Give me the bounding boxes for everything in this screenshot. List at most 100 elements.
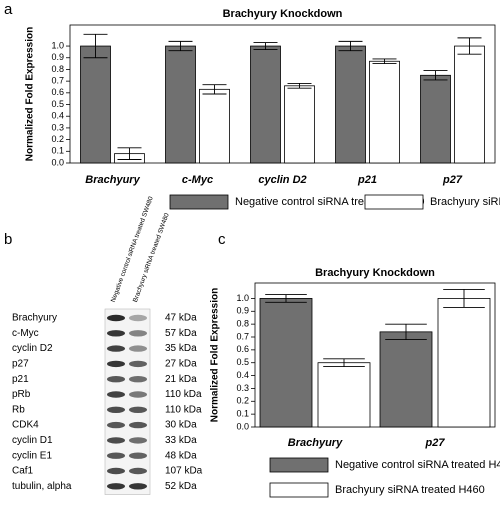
error-bar [338, 40, 363, 52]
blot-size-label: 27 kDa [165, 359, 197, 370]
y-tick-label: 0.8 [51, 64, 64, 74]
y-axis-label: Normalized Fold Expression [25, 27, 36, 161]
bar [335, 45, 366, 164]
blot-band [129, 391, 147, 398]
blot-band [129, 330, 147, 337]
blot-band [107, 314, 125, 322]
blot-membrane [104, 308, 151, 495]
blot-band [107, 345, 125, 352]
blot-band [107, 452, 125, 459]
blot-size-label: 47 kDa [165, 313, 197, 324]
y-tick-label: 0.1 [51, 146, 64, 156]
panel-label: b [4, 231, 12, 248]
legend-swatch [269, 457, 329, 473]
error-bar [372, 58, 397, 65]
blot-size-label: 21 kDa [165, 374, 197, 385]
blot-band [129, 376, 147, 383]
blot-band [129, 360, 147, 368]
y-tick-label: 0.0 [236, 421, 249, 431]
y-tick-label: 1.0 [51, 40, 64, 50]
blot-protein-label: CDK4 [12, 420, 39, 431]
blot-band [107, 360, 125, 368]
chart-title: Brachyury Knockdown [315, 267, 435, 279]
blot-band [129, 345, 147, 352]
error-bar [168, 40, 193, 52]
panel-label: c [218, 231, 226, 248]
x-tick-label: Brachyury [85, 174, 140, 186]
blot-size-label: 33 kDa [165, 435, 197, 446]
y-tick-label: 0.3 [236, 383, 249, 393]
y-tick-label: 0.1 [236, 409, 249, 419]
blot-size-label: 107 kDa [165, 466, 203, 477]
error-bar [83, 33, 108, 59]
y-tick-label: 0.5 [236, 357, 249, 367]
y-tick-label: 0.6 [51, 87, 64, 97]
bar [379, 331, 433, 428]
blot-protein-label: pRb [12, 389, 31, 400]
legend-label: Brachyury siRNA treated SW480 [430, 196, 500, 208]
blot-size-label: 110 kDa [165, 389, 202, 400]
y-tick-label: 0.7 [236, 331, 249, 341]
blot-protein-label: p21 [12, 374, 29, 385]
blot-protein-label: c-Myc [12, 328, 39, 339]
y-tick-label: 0.2 [236, 396, 249, 406]
blot-band [107, 330, 125, 337]
error-bar [253, 42, 278, 51]
error-bar [323, 358, 365, 368]
x-tick-label: p27 [425, 437, 446, 449]
blot-band [129, 483, 147, 490]
y-tick-label: 0.2 [51, 134, 64, 144]
y-tick-label: 0.4 [236, 370, 249, 380]
bar [284, 85, 315, 164]
x-tick-label: Brachyury [288, 437, 343, 449]
error-bar [385, 323, 427, 341]
y-axis-label: Normalized Fold Expression [210, 288, 221, 422]
error-bar [287, 83, 312, 89]
blot-band [107, 437, 125, 444]
blot-band [129, 437, 147, 444]
error-bar [202, 84, 227, 95]
y-tick-label: 0.7 [51, 76, 64, 86]
bar [165, 45, 196, 164]
blot-protein-label: cyclin D1 [12, 435, 53, 446]
blot-size-label: 30 kDa [165, 420, 197, 431]
y-tick-label: 0.8 [236, 319, 249, 329]
legend-swatch [269, 482, 329, 498]
legend-label: Brachyury siRNA treated H460 [335, 484, 485, 496]
error-bar [443, 288, 485, 308]
blot-size-label: 52 kDa [165, 481, 197, 492]
error-bar [457, 37, 482, 55]
bar [437, 298, 491, 428]
y-tick-label: 0.6 [236, 344, 249, 354]
legend-swatch [364, 194, 424, 210]
legend-label: Negative control siRNA treated H460 [335, 459, 500, 471]
blot-band [129, 314, 147, 322]
blot-band [129, 406, 147, 413]
blot-column-header: Negative control siRNA treated SW480 [110, 195, 155, 303]
bar [259, 298, 313, 428]
bar [80, 45, 111, 164]
blot-band [107, 467, 125, 475]
blot-band [107, 391, 125, 398]
y-tick-label: 1.0 [236, 293, 249, 303]
blot-band [129, 467, 147, 475]
blot-protein-label: cyclin D2 [12, 343, 53, 354]
y-tick-label: 0.0 [51, 157, 64, 167]
error-bar [117, 147, 142, 160]
y-tick-label: 0.9 [236, 306, 249, 316]
blot-band [107, 406, 125, 413]
bar [250, 45, 281, 164]
panel-label: a [4, 1, 13, 18]
blot-size-label: 35 kDa [165, 343, 197, 354]
blot-band [107, 376, 125, 383]
x-tick-label: p27 [442, 174, 463, 186]
x-tick-label: c-Myc [182, 174, 213, 186]
blot-size-label: 110 kDa [165, 404, 202, 415]
blot-band [107, 483, 125, 490]
blot-protein-label: cyclin E1 [12, 450, 52, 461]
blot-size-label: 48 kDa [165, 450, 197, 461]
blot-band [129, 452, 147, 459]
legend-swatch [169, 194, 229, 210]
blot-protein-label: Brachyury [12, 313, 57, 324]
